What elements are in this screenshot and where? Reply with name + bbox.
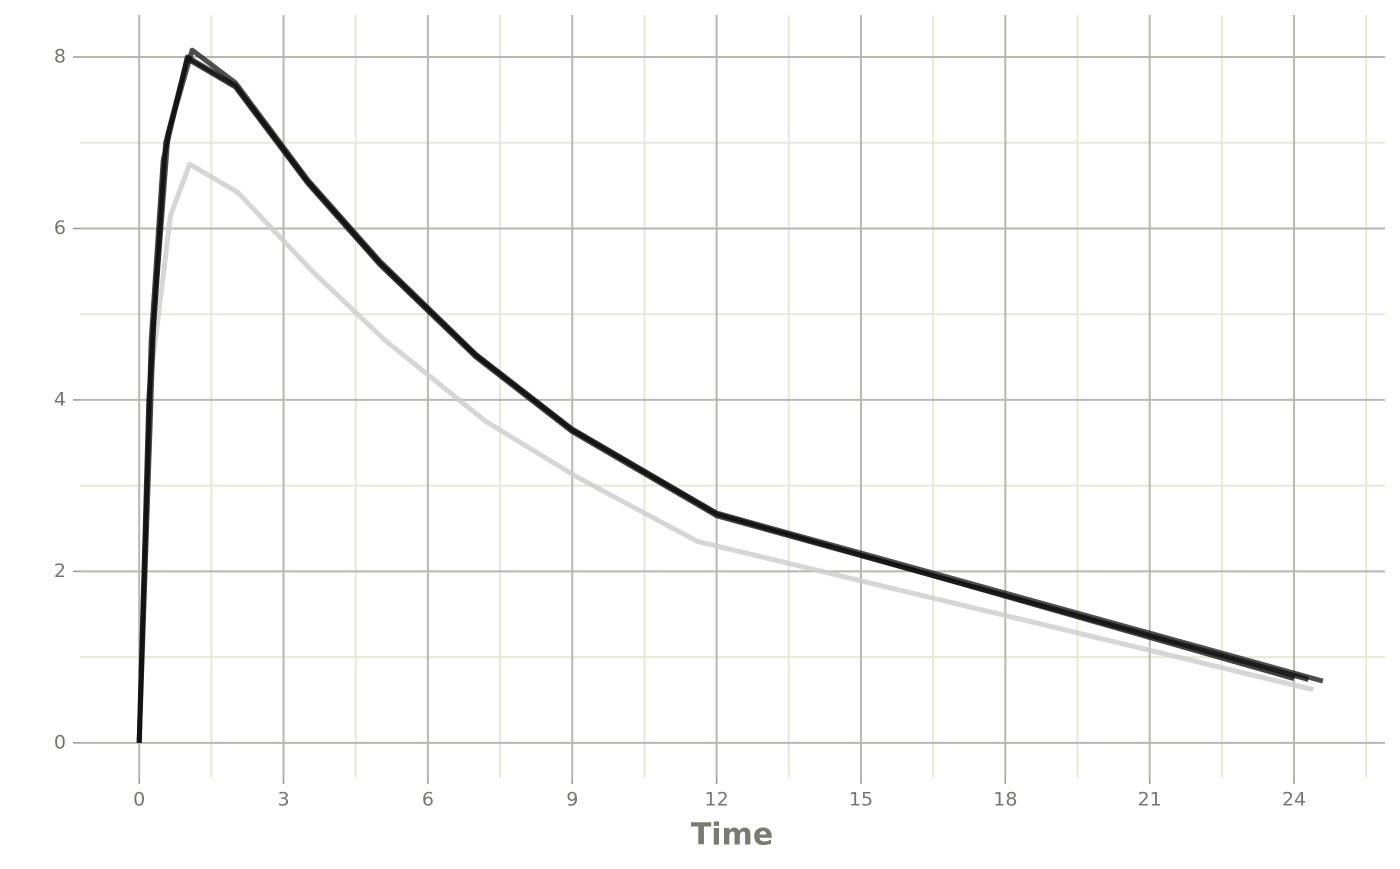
- x-tick-label: 24: [1282, 789, 1306, 811]
- y-tick-label: 8: [54, 46, 66, 68]
- series-line: [136, 161, 1314, 743]
- x-tick-label: 9: [566, 789, 578, 811]
- x-tick-label: 18: [993, 789, 1017, 811]
- x-axis-label: Time: [691, 818, 773, 853]
- x-tick-label: 3: [277, 789, 289, 811]
- x-tick-label: 21: [1138, 789, 1162, 811]
- x-tick-label: 15: [849, 789, 873, 811]
- series-line: [136, 47, 1324, 743]
- series-line: [136, 56, 1310, 743]
- x-tick-label: 0: [133, 789, 145, 811]
- y-tick-label: 2: [54, 560, 66, 582]
- x-tick-label: 6: [422, 789, 434, 811]
- y-tick-label: 4: [54, 388, 66, 410]
- x-tick-label: 12: [705, 789, 729, 811]
- y-tick-label: 0: [54, 731, 66, 753]
- y-tick-label: 6: [54, 217, 66, 239]
